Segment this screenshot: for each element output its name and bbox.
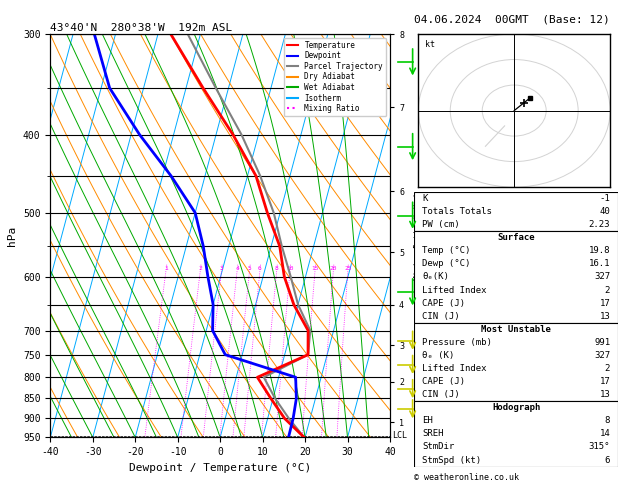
- Text: 16.1: 16.1: [589, 260, 610, 268]
- Text: 8: 8: [604, 417, 610, 425]
- Text: 19.8: 19.8: [589, 246, 610, 255]
- Text: 17: 17: [599, 377, 610, 386]
- Text: θₑ (K): θₑ (K): [422, 351, 454, 360]
- Text: StmDir: StmDir: [422, 442, 454, 451]
- Bar: [414, 401, 618, 467]
- Text: 04.06.2024  00GMT  (Base: 12): 04.06.2024 00GMT (Base: 12): [414, 15, 610, 25]
- Text: 315°: 315°: [589, 442, 610, 451]
- Text: 5: 5: [248, 266, 252, 271]
- Text: 6: 6: [604, 455, 610, 465]
- Text: CIN (J): CIN (J): [422, 390, 460, 399]
- Text: K: K: [422, 194, 428, 203]
- Text: Most Unstable: Most Unstable: [481, 325, 551, 334]
- Text: 2.23: 2.23: [589, 220, 610, 229]
- Text: 2: 2: [604, 286, 610, 295]
- Text: 14: 14: [599, 429, 610, 438]
- X-axis label: Dewpoint / Temperature (°C): Dewpoint / Temperature (°C): [129, 463, 311, 473]
- Text: 43°40'N  280°38'W  192m ASL: 43°40'N 280°38'W 192m ASL: [50, 23, 233, 33]
- Text: 2: 2: [198, 266, 202, 271]
- Text: 2: 2: [604, 364, 610, 373]
- Text: 8: 8: [275, 266, 279, 271]
- Text: Hodograph: Hodograph: [492, 403, 540, 412]
- Text: 13: 13: [599, 390, 610, 399]
- Text: 1: 1: [164, 266, 168, 271]
- Text: Totals Totals: Totals Totals: [422, 207, 492, 216]
- Text: 10: 10: [286, 266, 294, 271]
- Bar: [414, 192, 618, 231]
- Text: Mixing Ratio (g/kg): Mixing Ratio (g/kg): [414, 192, 423, 279]
- Text: CAPE (J): CAPE (J): [422, 298, 465, 308]
- Y-axis label: km
ASL: km ASL: [419, 226, 434, 245]
- Legend: Temperature, Dewpoint, Parcel Trajectory, Dry Adiabat, Wet Adiabat, Isotherm, Mi: Temperature, Dewpoint, Parcel Trajectory…: [284, 38, 386, 116]
- Text: -1: -1: [599, 194, 610, 203]
- Text: 327: 327: [594, 273, 610, 281]
- Y-axis label: hPa: hPa: [8, 226, 18, 246]
- Text: LCL: LCL: [392, 431, 407, 440]
- Text: © weatheronline.co.uk: © weatheronline.co.uk: [414, 473, 519, 482]
- Text: CIN (J): CIN (J): [422, 312, 460, 321]
- Text: 6: 6: [258, 266, 262, 271]
- Text: 327: 327: [594, 351, 610, 360]
- Text: 25: 25: [344, 266, 352, 271]
- Text: PW (cm): PW (cm): [422, 220, 460, 229]
- Text: Lifted Index: Lifted Index: [422, 364, 487, 373]
- Text: θₑ(K): θₑ(K): [422, 273, 449, 281]
- Text: SREH: SREH: [422, 429, 443, 438]
- Text: StmSpd (kt): StmSpd (kt): [422, 455, 481, 465]
- Text: Pressure (mb): Pressure (mb): [422, 338, 492, 347]
- Bar: [414, 231, 618, 323]
- Text: 13: 13: [599, 312, 610, 321]
- Text: 20: 20: [330, 266, 337, 271]
- Text: Temp (°C): Temp (°C): [422, 246, 470, 255]
- Text: Lifted Index: Lifted Index: [422, 286, 487, 295]
- Text: kt: kt: [425, 40, 435, 49]
- Text: 40: 40: [599, 207, 610, 216]
- Text: 3: 3: [220, 266, 223, 271]
- Text: EH: EH: [422, 417, 433, 425]
- Text: CAPE (J): CAPE (J): [422, 377, 465, 386]
- Text: 991: 991: [594, 338, 610, 347]
- Text: 17: 17: [599, 298, 610, 308]
- Text: Surface: Surface: [498, 233, 535, 242]
- Text: Dewp (°C): Dewp (°C): [422, 260, 470, 268]
- Text: 4: 4: [235, 266, 239, 271]
- Bar: [414, 323, 618, 401]
- Text: 15: 15: [311, 266, 319, 271]
